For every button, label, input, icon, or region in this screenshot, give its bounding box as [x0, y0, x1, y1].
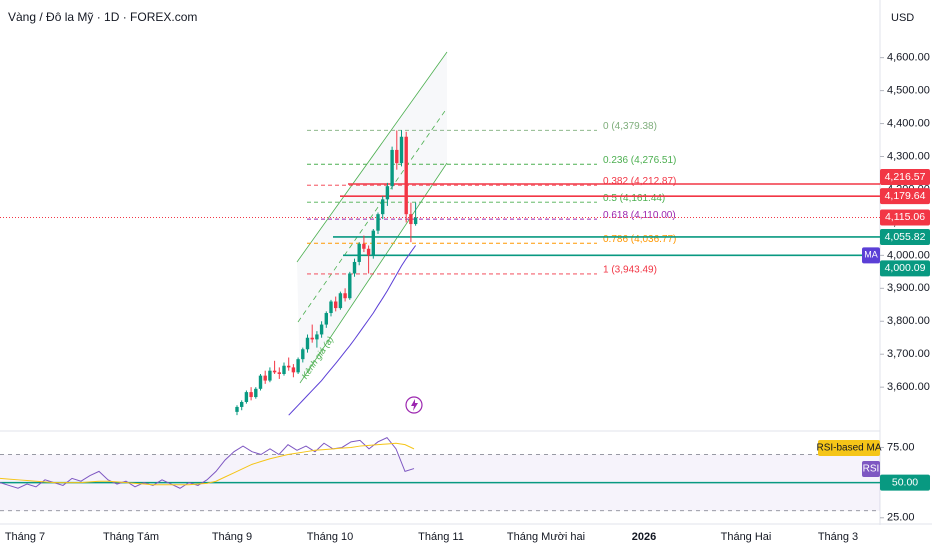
candle-body: [244, 392, 249, 402]
candle-body: [282, 365, 286, 374]
fib-label: 0.5 (4,161.44): [603, 193, 665, 204]
price-tag: [880, 169, 930, 186]
fib-label: 1 (3,943.49): [603, 265, 657, 276]
candle-body: [348, 273, 352, 299]
candle-body: [357, 243, 361, 262]
candle-body: [258, 375, 263, 389]
channel-middle: [297, 107, 448, 323]
candle-body: [268, 370, 272, 381]
candle-body: [362, 243, 366, 249]
candle-body: [287, 365, 291, 368]
candle-body: [338, 293, 343, 309]
y-tick-label: 75.00: [887, 441, 915, 453]
y-tick-label: 4,000.00: [887, 249, 930, 261]
price-tag: [880, 260, 930, 277]
candle-body: [376, 214, 380, 231]
channel-upper: [296, 51, 448, 263]
series-tag-label: RSI-based MA: [816, 443, 881, 454]
rsi-line: [0, 442, 415, 486]
price-tag-label: 4,000.09: [885, 262, 926, 274]
x-tick-label: Tháng 7: [5, 531, 45, 543]
candle-body: [310, 337, 314, 340]
candle-body: [385, 186, 390, 200]
ma-line: [288, 245, 417, 416]
candle-body: [352, 261, 357, 274]
y-tick-label: 4,600.00: [887, 52, 930, 64]
candle-body: [315, 334, 319, 340]
series-tag: [818, 440, 880, 456]
candle-body: [381, 199, 385, 215]
x-tick-label: 2026: [632, 531, 656, 543]
price-tag-label: 4,055.82: [885, 231, 926, 243]
candle-body: [272, 370, 277, 373]
candle-body: [404, 136, 408, 215]
series-tag-label: RSI: [863, 464, 880, 475]
candle-body: [413, 217, 418, 225]
candle-body: [254, 388, 258, 398]
candle-body: [390, 149, 394, 187]
midline-tag: [880, 474, 930, 491]
rsi-line: [0, 437, 415, 489]
ma-tag-label: MA: [864, 250, 878, 260]
candle-body: [329, 301, 333, 314]
y-tick-label: 3,700.00: [887, 348, 930, 360]
price-tag: [880, 228, 930, 245]
y-tick-label: 4,500.00: [887, 85, 930, 97]
candle-body: [301, 349, 305, 360]
x-tick-label: Tháng Hai: [721, 531, 772, 543]
candle-body: [366, 248, 371, 256]
candle-body: [291, 367, 296, 373]
candle-body: [409, 214, 413, 225]
series-tag: [862, 461, 880, 477]
candle-body: [263, 375, 267, 381]
price-tag: [880, 188, 930, 205]
candle-body: [324, 313, 328, 325]
candle-body: [334, 301, 338, 309]
price-tag-label: 4,179.64: [885, 190, 926, 202]
candle-body: [305, 337, 310, 350]
candle-body: [277, 372, 281, 374]
x-tick-label: Tháng 9: [212, 531, 252, 543]
midline-tag-label: 50.00: [892, 476, 918, 488]
currency: USD: [891, 12, 914, 24]
y-tick-label: 25.00: [887, 512, 915, 524]
fib-label: 0.618 (4,110.00): [603, 210, 676, 221]
y-tick-label: 4,300.00: [887, 150, 930, 162]
candle-body: [319, 324, 324, 335]
candle-body: [240, 401, 244, 407]
fib-label: 0.786 (4,036.77): [603, 234, 676, 245]
candle-body: [249, 392, 253, 398]
price-tag-label: 4,216.57: [885, 171, 926, 183]
current-price-tag: [880, 209, 930, 226]
candle-body: [235, 406, 239, 412]
event-bolt: [411, 399, 418, 411]
current-price-tag-label: 4,115.06: [885, 211, 925, 223]
candle-body: [296, 359, 300, 373]
y-tick-label: 3,900.00: [887, 282, 930, 294]
y-tick-label: 3,600.00: [887, 381, 930, 393]
x-tick-label: Tháng Tám: [103, 531, 159, 543]
x-tick-label: Tháng 11: [418, 531, 464, 543]
y-tick-label: 4,400.00: [887, 117, 930, 129]
x-tick-label: Tháng Mười hai: [507, 531, 585, 543]
fib-label: 0.382 (4,212.87): [603, 176, 676, 187]
symbol-title: Vàng / Đô la Mỹ · 1D · FOREX.com: [8, 10, 197, 24]
candle-body: [371, 230, 375, 256]
candle-body: [399, 136, 404, 164]
ma-tag: [862, 247, 880, 264]
candle-body: [395, 149, 399, 164]
y-tick-label: 3,800.00: [887, 315, 930, 327]
fib-label: 0 (4,379.38): [603, 121, 657, 132]
x-tick-label: Tháng 3: [818, 531, 858, 543]
channel-lower: [299, 162, 448, 384]
x-tick-label: Tháng 10: [307, 531, 353, 543]
candle-body: [343, 293, 347, 299]
fib-label: 0.236 (4,276.51): [603, 155, 676, 166]
